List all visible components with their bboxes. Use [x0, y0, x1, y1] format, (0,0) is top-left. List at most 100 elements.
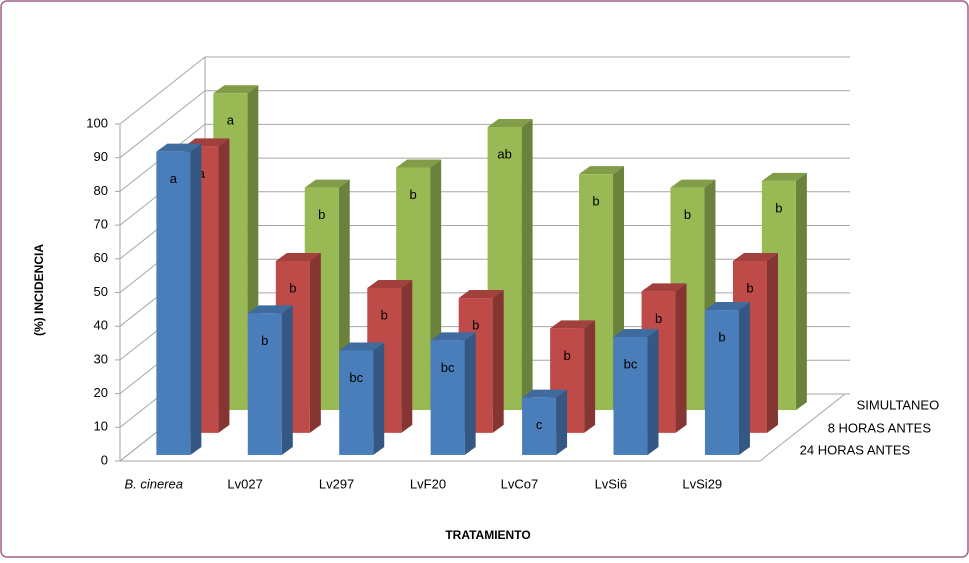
bar-side	[190, 143, 202, 455]
bar-letter: b	[564, 348, 571, 363]
bar: c	[522, 389, 568, 455]
bar-top	[732, 252, 778, 261]
bar-letter: b	[472, 317, 479, 332]
bar-front	[339, 350, 374, 455]
bar-side	[218, 138, 230, 433]
bar-letter: a	[198, 166, 206, 181]
bar-top	[304, 179, 350, 188]
bar-top	[396, 159, 442, 168]
bar-side	[492, 290, 504, 433]
bar-side	[521, 119, 533, 411]
bar-letter: c	[536, 417, 543, 432]
y-tick-label: 60	[94, 250, 108, 265]
bar-top	[458, 290, 504, 299]
bar-letter: b	[261, 333, 268, 348]
bar-letter: b	[684, 207, 691, 222]
bar-side	[738, 302, 750, 455]
bar-letter: bc	[349, 370, 363, 385]
bar: ab	[487, 119, 533, 411]
bar-front	[247, 313, 282, 455]
bar-side	[766, 252, 778, 433]
bar: bc	[430, 332, 476, 455]
y-tick-label: 40	[94, 318, 108, 333]
x-tick-label: LvCo7	[501, 476, 539, 491]
bar-letter: b	[718, 329, 725, 344]
bar-top	[156, 143, 202, 152]
x-tick-label: B. cinerea	[124, 476, 183, 491]
grid-line	[119, 56, 850, 125]
y-tick-label: 70	[94, 217, 108, 232]
series-label: 24 HORAS ANTES	[800, 442, 911, 457]
bar-side	[309, 252, 321, 433]
y-tick-label: 20	[94, 385, 108, 400]
bar-letter: b	[318, 207, 325, 222]
bar-side	[556, 389, 568, 455]
bar-side	[401, 279, 413, 433]
bar-front	[156, 151, 191, 455]
bar-letter: b	[592, 194, 599, 209]
y-tick-label: 100	[86, 115, 108, 130]
bar-front	[522, 397, 557, 455]
bar-top	[275, 252, 321, 261]
bar-top	[670, 179, 716, 188]
bar: a	[156, 143, 202, 455]
y-tick-label: 50	[94, 284, 108, 299]
bar: b	[247, 305, 293, 455]
bar-top	[430, 332, 476, 341]
grid-line	[119, 123, 850, 192]
bar-top	[367, 279, 413, 288]
bar-front	[704, 310, 739, 455]
x-tick-label: LvSi29	[682, 476, 722, 491]
series-label: SIMULTANEO	[857, 398, 940, 413]
x-tick-label: LvF20	[410, 476, 446, 491]
y-tick-label: 30	[94, 351, 108, 366]
bar-letter: bc	[441, 360, 455, 375]
y-tick-label: 80	[94, 183, 108, 198]
grid-line	[119, 90, 850, 159]
bar-letter: a	[227, 113, 235, 128]
bar-letter: bc	[624, 356, 638, 371]
bar: bc	[613, 329, 659, 455]
bar-top	[247, 305, 293, 314]
bar-top	[579, 166, 625, 175]
bar-letter: a	[170, 171, 178, 186]
bar-side	[584, 320, 596, 433]
bar-top	[613, 329, 659, 338]
y-tick-label: 10	[94, 419, 108, 434]
bar-front	[430, 340, 465, 455]
bar-letter: b	[381, 307, 388, 322]
bar-letter: b	[775, 200, 782, 215]
bar-side	[281, 305, 293, 455]
x-axis-title: TRATAMIENTO	[445, 528, 530, 542]
x-tick-label: LvSi6	[595, 476, 628, 491]
series-label: 8 HORAS ANTES	[828, 420, 932, 435]
bar-side	[647, 329, 659, 455]
bar-letter: b	[410, 187, 417, 202]
x-tick-label: Lv027	[227, 476, 262, 491]
bar: bc	[339, 342, 385, 455]
bar-letter: b	[746, 280, 753, 295]
bar-top	[339, 342, 385, 351]
bar-side	[795, 172, 807, 411]
y-tick-label: 0	[101, 452, 108, 467]
x-tick-label: Lv297	[319, 476, 354, 491]
bar-top	[704, 302, 750, 311]
bar-front	[613, 337, 648, 455]
bar-top	[522, 389, 568, 398]
bar-top	[641, 283, 687, 292]
bar-side	[373, 342, 385, 455]
y-axis-title: (%) INCIDENCIA	[32, 244, 46, 336]
bar-top	[487, 119, 533, 127]
bar-letter: b	[655, 311, 662, 326]
bar-letter: ab	[497, 146, 511, 161]
bar: b	[704, 302, 750, 455]
bar-side	[675, 283, 687, 433]
y-tick-label: 90	[94, 149, 108, 164]
bar-letter: b	[289, 280, 296, 295]
bar-side	[464, 332, 476, 455]
bar-top	[550, 320, 596, 329]
bar-top	[761, 172, 807, 181]
